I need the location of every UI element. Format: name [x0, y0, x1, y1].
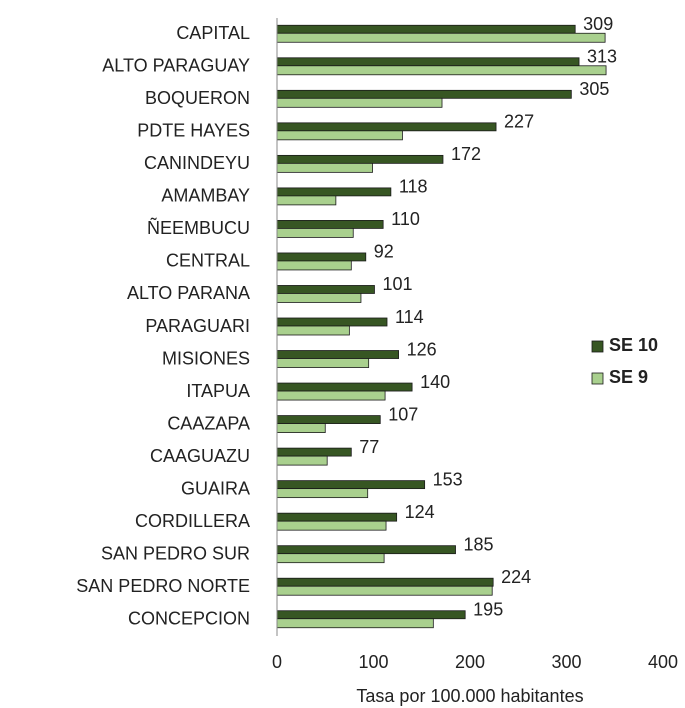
bar: [276, 154, 444, 164]
data-label: 195: [473, 599, 503, 619]
y-tick-label: CAAGUAZU: [150, 446, 250, 466]
data-label: 140: [420, 372, 450, 392]
bar: [276, 455, 328, 466]
y-tick-label: CENTRAL: [166, 251, 250, 271]
y-tick-label: MISIONES: [162, 348, 250, 368]
bar: [276, 577, 494, 587]
bar: [276, 97, 443, 108]
legend-swatch: [591, 372, 604, 385]
bar: [276, 187, 392, 197]
bar: [276, 89, 572, 99]
bar: [276, 24, 576, 34]
data-label: 110: [391, 209, 420, 229]
bar: [276, 545, 456, 555]
y-tick-label: CONCEPCION: [128, 608, 250, 628]
data-label: 101: [382, 274, 412, 294]
data-label: 172: [451, 144, 481, 164]
x-tick-label: 300: [551, 652, 581, 672]
data-label: 92: [374, 242, 394, 262]
data-label: 77: [359, 437, 379, 457]
y-tick-label: BOQUERON: [145, 88, 250, 108]
y-tick-label: CANINDEYU: [144, 153, 250, 173]
bar: [276, 130, 403, 141]
bar: [276, 512, 398, 522]
data-label: 224: [501, 567, 531, 587]
bar: [276, 228, 354, 238]
x-tick-label: 0: [272, 652, 282, 672]
bar: [276, 382, 413, 392]
x-tick-label: 100: [358, 652, 388, 672]
y-tick-label: PARAGUARI: [145, 316, 250, 336]
y-tick-label: SAN PEDRO NORTE: [76, 576, 250, 596]
x-tick-label: 400: [648, 652, 678, 672]
bar: [276, 260, 352, 271]
y-tick-label: AMAMBAY: [161, 186, 250, 206]
y-tick-label: SAN PEDRO SUR: [101, 543, 250, 563]
data-label: 107: [388, 404, 418, 424]
bar: [276, 325, 350, 336]
y-tick-label: CORDILLERA: [135, 511, 250, 531]
y-tick-label: GUAIRA: [181, 478, 250, 498]
bar: [276, 585, 493, 596]
bar: [276, 390, 386, 401]
y-tick-label: CAPITAL: [176, 23, 250, 43]
bar: [276, 317, 388, 327]
bar: [276, 488, 369, 499]
data-label: 118: [399, 177, 428, 197]
data-label: 313: [587, 47, 617, 67]
bar: [276, 32, 606, 43]
legend-swatch: [591, 340, 604, 353]
legend-label: SE 10: [609, 335, 658, 355]
bar: [276, 480, 426, 490]
legend-label: SE 9: [609, 367, 648, 387]
y-tick-label: CAAZAPA: [167, 413, 250, 433]
bar: [276, 122, 497, 132]
bar: [276, 610, 466, 620]
bar: [276, 553, 385, 564]
data-label: 124: [405, 502, 435, 522]
data-label: 153: [433, 469, 463, 489]
bar: [276, 285, 375, 294]
data-label: 126: [407, 339, 437, 359]
y-tick-label: ITAPUA: [186, 381, 250, 401]
bar: [276, 415, 381, 424]
bar: [276, 358, 370, 368]
bar: [276, 447, 352, 457]
bar: [276, 252, 367, 262]
data-label: 309: [583, 14, 613, 34]
bar: [276, 195, 337, 206]
data-label: 114: [395, 307, 424, 327]
y-tick-label: ÑEEMBUCU: [147, 217, 250, 238]
bar: [276, 350, 399, 359]
data-label: 227: [504, 112, 534, 132]
bar: [276, 293, 362, 303]
bar: [276, 162, 373, 173]
data-label: 185: [464, 534, 494, 554]
x-tick-label: 200: [455, 652, 485, 672]
data-label: 305: [579, 79, 609, 99]
bar: [276, 57, 580, 67]
bar: [276, 65, 607, 76]
bar: [276, 220, 384, 229]
y-tick-label: ALTO PARANA: [127, 283, 250, 303]
y-tick-label: PDTE HAYES: [137, 121, 250, 141]
bar: [276, 423, 326, 433]
x-axis-title: Tasa por 100.000 habitantes: [356, 686, 583, 706]
y-tick-label: ALTO PARAGUAY: [102, 56, 250, 76]
bar: [276, 618, 434, 629]
bar: [276, 520, 387, 531]
